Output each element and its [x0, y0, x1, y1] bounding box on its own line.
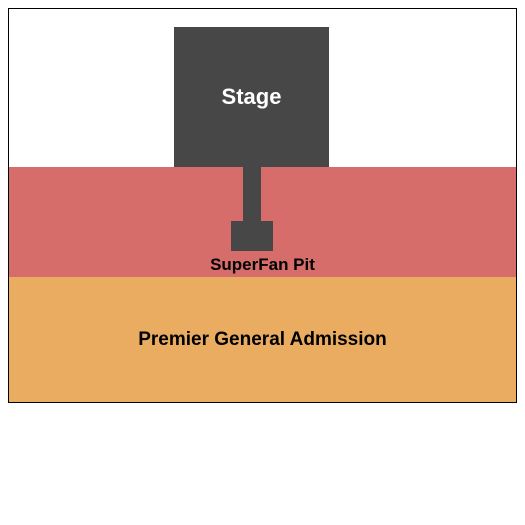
stage-label: Stage: [222, 84, 282, 110]
premier-ga-section[interactable]: Premier General Admission: [9, 277, 516, 402]
stage-runway-end: [231, 221, 273, 251]
stage-section: Stage: [174, 27, 329, 167]
stage-runway: [243, 167, 261, 225]
superfan-pit-label: SuperFan Pit: [9, 255, 516, 275]
seating-chart-container: SuperFan Pit Premier General Admission S…: [8, 8, 517, 403]
premier-ga-label: Premier General Admission: [138, 329, 387, 351]
